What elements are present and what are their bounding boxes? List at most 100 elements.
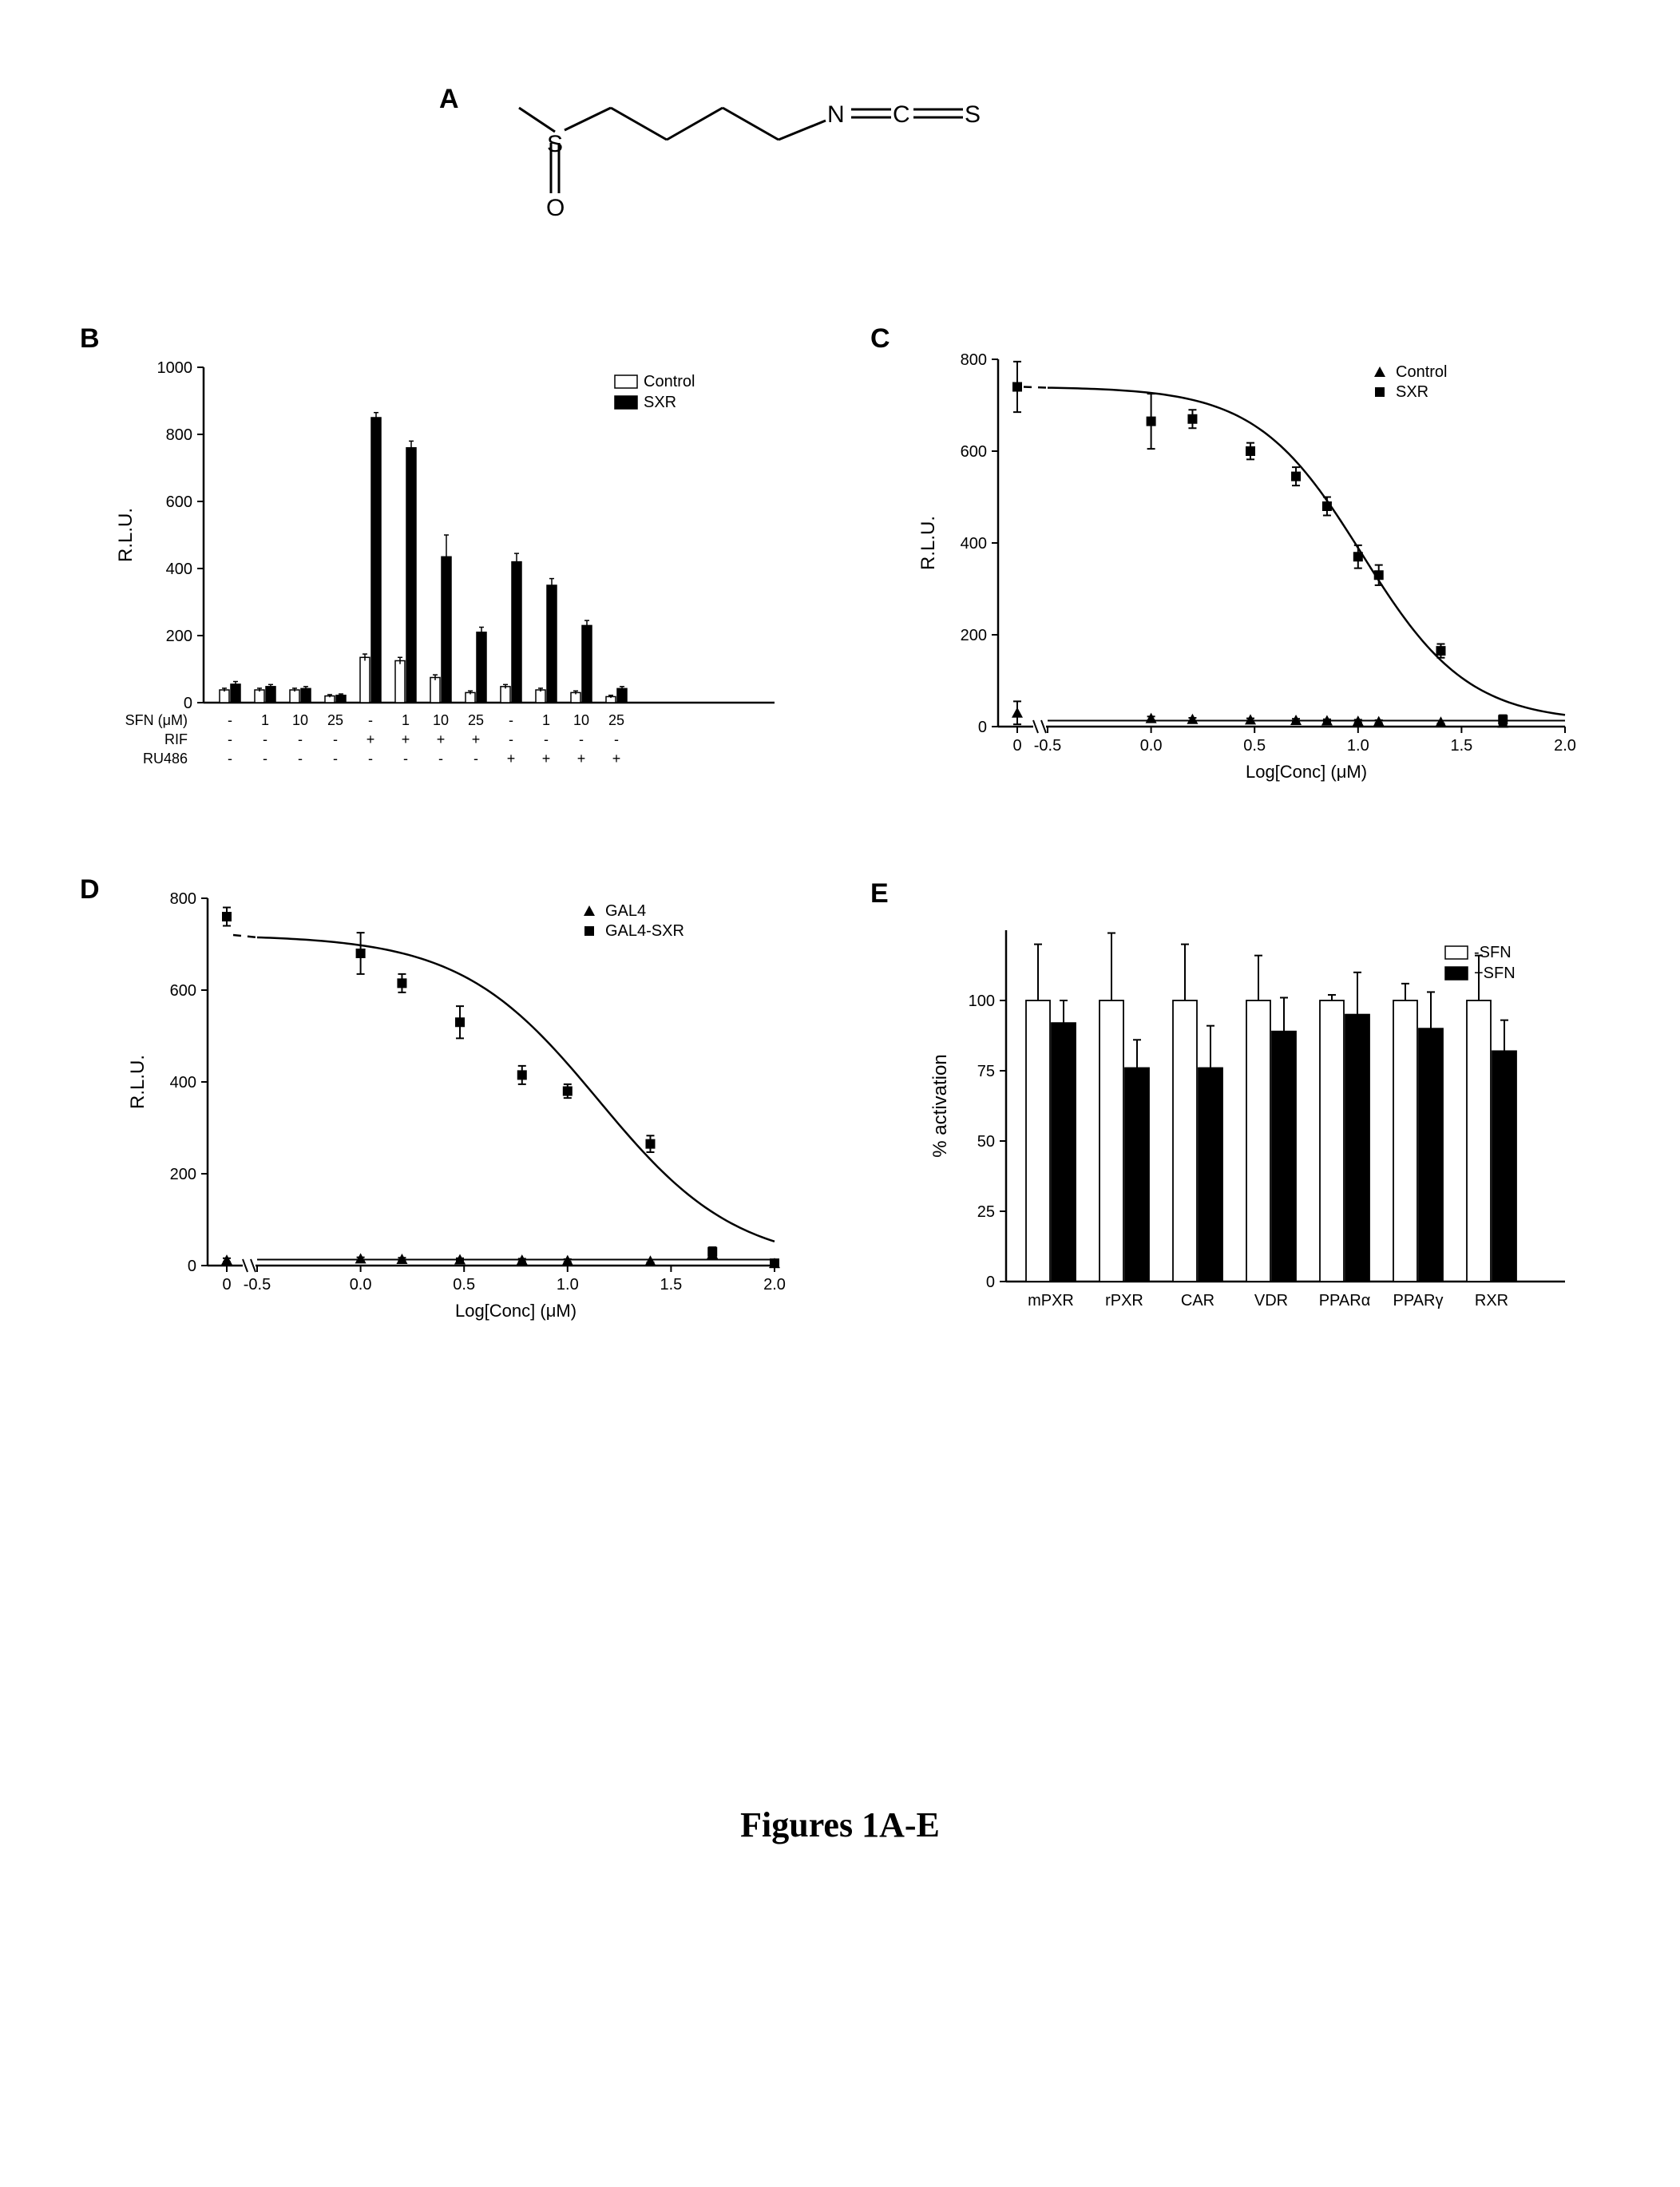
svg-text:600: 600 [170, 982, 196, 1000]
svg-text:GAL4-SXR: GAL4-SXR [605, 922, 684, 940]
svg-text:800: 800 [166, 426, 192, 444]
svg-text:-: - [298, 751, 303, 767]
svg-text:0: 0 [188, 1258, 196, 1275]
svg-text:10: 10 [433, 712, 449, 728]
svg-text:400: 400 [170, 1074, 196, 1092]
panel-a-structure: SONCS [495, 76, 1070, 252]
svg-text:1.5: 1.5 [660, 1276, 682, 1294]
svg-text:-: - [368, 751, 373, 767]
svg-text:O: O [546, 195, 565, 221]
svg-text:-: - [263, 731, 267, 747]
svg-text:2.0: 2.0 [763, 1276, 786, 1294]
panel-c-chart: 0200400600800R.L.U.0-0.50.00.51.01.52.0L… [902, 343, 1581, 806]
svg-text:0: 0 [986, 1274, 995, 1291]
svg-text:S: S [547, 131, 563, 157]
svg-text:-: - [333, 731, 338, 747]
svg-text:10: 10 [573, 712, 589, 728]
svg-text:0: 0 [978, 719, 987, 736]
svg-text:0: 0 [1012, 737, 1021, 755]
svg-text:-: - [509, 712, 513, 728]
svg-text:RXR: RXR [1475, 1292, 1508, 1309]
svg-text:+: + [472, 731, 481, 747]
svg-text:-: - [579, 731, 584, 747]
svg-text:SFN (μM): SFN (μM) [125, 712, 188, 728]
svg-text:-: - [403, 751, 408, 767]
svg-text:mPXR: mPXR [1028, 1292, 1074, 1309]
svg-text:-: - [228, 731, 232, 747]
svg-text:rPXR: rPXR [1105, 1292, 1143, 1309]
svg-text:0.5: 0.5 [1243, 737, 1266, 755]
svg-text:Log[Conc] (μM): Log[Conc] (μM) [455, 1301, 577, 1321]
svg-text:R.L.U.: R.L.U. [917, 516, 939, 570]
panel-a-label: A [439, 84, 459, 115]
svg-text:600: 600 [166, 493, 192, 511]
svg-text:100: 100 [969, 992, 995, 1010]
svg-text:0.5: 0.5 [453, 1276, 475, 1294]
panel-d-label: D [80, 874, 100, 905]
svg-text:-: - [228, 751, 232, 767]
svg-text:Control: Control [644, 373, 695, 390]
svg-text:200: 200 [170, 1166, 196, 1183]
svg-text:-: - [368, 712, 373, 728]
svg-text:SXR: SXR [1396, 383, 1428, 401]
svg-text:Log[Conc] (μM): Log[Conc] (μM) [1246, 762, 1367, 782]
panel-d-chart: 0200400600800R.L.U.0-0.50.00.51.01.52.0L… [112, 882, 790, 1345]
svg-text:1: 1 [402, 712, 410, 728]
svg-text:R.L.U.: R.L.U. [127, 1055, 149, 1109]
figure-caption: Figures 1A-E [0, 1805, 1680, 1845]
svg-text:+: + [542, 751, 551, 767]
svg-text:+: + [577, 751, 586, 767]
svg-text:0: 0 [184, 695, 192, 712]
svg-text:-0.5: -0.5 [1034, 737, 1061, 755]
svg-text:+: + [507, 751, 516, 767]
svg-text:-: - [614, 731, 619, 747]
svg-text:25: 25 [327, 712, 343, 728]
svg-text:RIF: RIF [164, 731, 188, 747]
svg-text:-: - [473, 751, 478, 767]
svg-text:SXR: SXR [644, 394, 676, 411]
svg-text:0.0: 0.0 [350, 1276, 372, 1294]
svg-text:1.0: 1.0 [557, 1276, 579, 1294]
svg-text:-: - [333, 751, 338, 767]
svg-text:0.0: 0.0 [1140, 737, 1163, 755]
svg-text:75: 75 [977, 1063, 995, 1080]
svg-text:200: 200 [961, 627, 987, 644]
svg-text:Control: Control [1396, 363, 1447, 381]
svg-text:800: 800 [170, 890, 196, 908]
svg-text:400: 400 [961, 535, 987, 553]
svg-text:+: + [367, 731, 375, 747]
svg-text:0: 0 [222, 1276, 231, 1294]
svg-text:1: 1 [542, 712, 550, 728]
svg-text:50: 50 [977, 1133, 995, 1151]
svg-text:2.0: 2.0 [1554, 737, 1576, 755]
svg-text:-: - [228, 712, 232, 728]
svg-text:+: + [437, 731, 446, 747]
svg-text:VDR: VDR [1254, 1292, 1288, 1309]
svg-text:200: 200 [166, 628, 192, 645]
svg-text:+: + [402, 731, 410, 747]
panel-e-chart: 0255075100% activationmPXRrPXRCARVDRPPAR… [910, 914, 1581, 1345]
panel-e-label: E [870, 878, 889, 909]
svg-text:PPARγ: PPARγ [1393, 1292, 1444, 1309]
svg-text:-: - [438, 751, 443, 767]
svg-text:C: C [893, 101, 910, 128]
svg-text:-: - [263, 751, 267, 767]
svg-text:1: 1 [261, 712, 269, 728]
svg-text:-: - [544, 731, 549, 747]
svg-text:10: 10 [292, 712, 308, 728]
svg-text:-SFN: -SFN [1474, 944, 1512, 961]
svg-text:600: 600 [961, 443, 987, 461]
svg-text:GAL4: GAL4 [605, 902, 646, 920]
svg-text:25: 25 [977, 1203, 995, 1221]
svg-text:PPARα: PPARα [1319, 1292, 1371, 1309]
svg-text:CAR: CAR [1181, 1292, 1214, 1309]
svg-text:25: 25 [608, 712, 624, 728]
svg-text:1.0: 1.0 [1347, 737, 1369, 755]
svg-text:-: - [509, 731, 513, 747]
svg-text:S: S [965, 101, 981, 128]
svg-text:800: 800 [961, 351, 987, 369]
svg-text:R.L.U.: R.L.U. [115, 508, 137, 562]
svg-text:400: 400 [166, 561, 192, 578]
panel-b-chart: 02004006008001000R.L.U.SFN (μM)RIFRU486-… [96, 343, 790, 806]
panel-c-label: C [870, 323, 890, 355]
